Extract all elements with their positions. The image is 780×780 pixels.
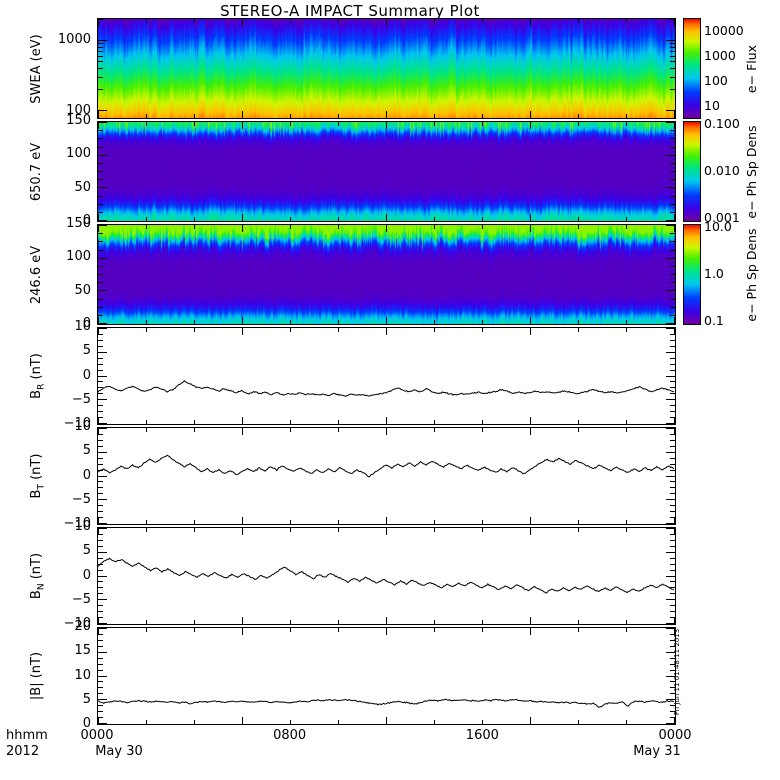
ytick-bmag-4: 0 <box>82 716 91 731</box>
ytick-br-4: −10 <box>63 416 91 431</box>
page-title: STEREO-A IMPACT Summary Plot <box>220 2 480 20</box>
ytick-br-0: 10 <box>74 319 91 334</box>
ylabel-base: B <box>29 489 44 499</box>
colorbar-tick-pad-246-0: 10.0 <box>704 219 732 234</box>
trace-bt <box>98 454 675 478</box>
ylabel-unit: (nT) <box>29 453 44 485</box>
ytick-br-3: −5 <box>71 391 91 407</box>
ylabel-unit: (nT) <box>29 353 44 384</box>
colorbar-tick-swea-2: 100 <box>704 72 728 88</box>
ytick-pad-650-2: 50 <box>74 179 91 195</box>
xtick-time-2: 1600 <box>465 728 499 743</box>
ytick-pad-650-1: 100 <box>66 146 91 162</box>
xtick-time-0: 0000 <box>80 728 114 743</box>
ytick-pad-650-3: 0 <box>82 213 91 228</box>
ytick-bn-1: 5 <box>82 543 91 559</box>
ytick-pad-246-2: 50 <box>74 282 91 298</box>
ytick-bmag-2: 10 <box>74 667 91 683</box>
panel-swea <box>97 18 676 119</box>
colorbar-tick-swea-3: 10 <box>704 97 720 113</box>
ytick-swea-0: 1000 <box>57 31 91 47</box>
ylabel-subscript: R <box>36 383 47 390</box>
ytick-bn-4: −10 <box>63 616 91 631</box>
panel-bt <box>97 427 676 525</box>
ylabel-subscript: N <box>36 583 47 591</box>
colorbar-tick-pad-246-1: 1.0 <box>704 266 724 281</box>
trace-bmag <box>98 698 675 708</box>
panel-pad-246 <box>97 224 676 325</box>
colorbar-pad-650 <box>683 121 701 222</box>
ytick-bt-1: 5 <box>82 443 91 459</box>
xaxis-corner-year: 2012 <box>6 744 40 759</box>
panel-pad-650 <box>97 121 676 222</box>
ylabel-base: B <box>29 590 44 600</box>
xtick-time-1: 0800 <box>273 728 307 743</box>
ytick-bmag-0: 20 <box>74 619 91 634</box>
ylabel-base: B <box>29 389 44 399</box>
ytick-br-2: 0 <box>82 367 91 383</box>
ytick-bn-3: −5 <box>71 591 91 607</box>
ytick-swea-1: 100 <box>66 103 91 119</box>
spectrogram-image-pad-246 <box>98 225 675 324</box>
colorbar-tick-pad-650-0: 0.100 <box>704 116 740 131</box>
colorbar-tick-pad-650-2: 0.001 <box>704 210 740 225</box>
ytick-bmag-1: 15 <box>74 643 91 659</box>
ytick-pad-650-0: 150 <box>66 113 91 128</box>
ytick-bn-0: 10 <box>74 519 91 534</box>
colorbar-tick-swea-0: 10000 <box>704 22 744 38</box>
ytick-bt-0: 10 <box>74 419 91 434</box>
ytick-pad-246-3: 0 <box>82 316 91 331</box>
spectrogram-image-pad-650 <box>98 122 675 221</box>
colorbar-pad-246 <box>683 224 701 325</box>
ylabel-subscript: T <box>36 484 47 490</box>
ytick-bt-3: −5 <box>71 491 91 507</box>
ytick-pad-246-0: 150 <box>66 216 91 231</box>
panel-bn <box>97 527 676 625</box>
colorbar-label-pad-246: e− Ph Sp Dens <box>744 227 759 322</box>
colorbar-tick-pad-246-2: 0.1 <box>704 313 724 328</box>
colorbar-tick-pad-650-1: 0.010 <box>704 163 740 178</box>
colorbar-swea <box>683 18 701 119</box>
panel-br <box>97 327 676 425</box>
xtick-date-0: May 30 <box>95 744 143 759</box>
xtick-time-3: 0000 <box>658 728 692 743</box>
ylabel-bmag: |B| (nT) <box>29 651 44 701</box>
xtick-date-3: May 31 <box>633 744 681 759</box>
ytick-bt-2: 0 <box>82 467 91 483</box>
xaxis-corner-hhmm: hhmm <box>6 728 48 743</box>
trace-br <box>98 379 675 397</box>
trace-bn <box>98 557 675 594</box>
render-timestamp: Fri Jun 11 01:48:11 2013 <box>673 628 681 716</box>
ytick-br-1: 5 <box>82 343 91 359</box>
ytick-bt-4: −10 <box>63 516 91 531</box>
panel-bmag <box>97 627 676 725</box>
ytick-pad-246-1: 100 <box>66 249 91 265</box>
ytick-bn-2: 0 <box>82 567 91 583</box>
spectrogram-image-swea <box>98 19 675 118</box>
ytick-bmag-3: 5 <box>82 691 91 707</box>
colorbar-tick-swea-1: 1000 <box>704 47 736 63</box>
ylabel-unit: (nT) <box>29 552 44 584</box>
